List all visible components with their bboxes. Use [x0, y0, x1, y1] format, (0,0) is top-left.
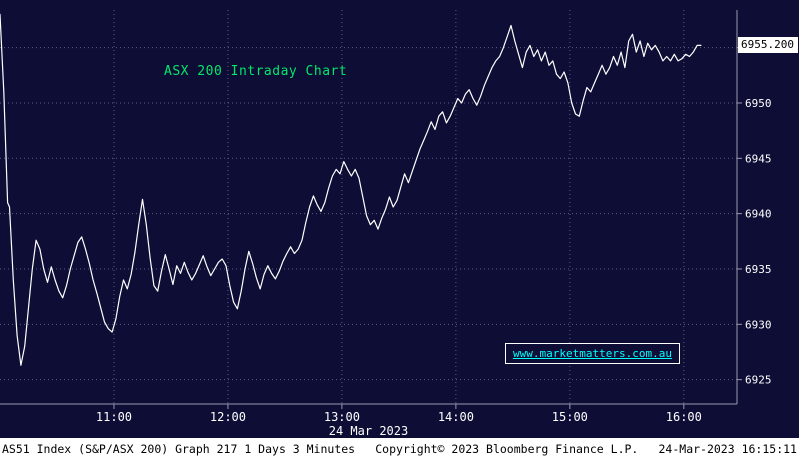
- watermark-link[interactable]: www.marketmatters.com.au: [505, 343, 680, 364]
- status-bar: AS51 Index (S&P/ASX 200) Graph 217 1 Day…: [0, 438, 799, 460]
- date-label: 24 Mar 2023: [329, 424, 408, 438]
- x-axis-label: 12:00: [210, 410, 246, 424]
- intraday-price-plot: 6925 6930 6935 6940 6945 6950 11:00 12:00 13:00 1…: [0, 10, 772, 438]
- x-axis-label: 15:00: [552, 410, 588, 424]
- timestamp: 24-Mar-2023 16:15:11: [658, 442, 797, 456]
- last-price-box: 6955.200: [738, 37, 798, 53]
- security-description: AS51 Index (S&P/ASX 200) Graph 217 1 Day…: [2, 442, 356, 456]
- price-line: [0, 13, 702, 366]
- copyright-text: Copyright© 2023 Bloomberg Finance L.P.: [375, 442, 639, 456]
- x-axis-label: 11:00: [96, 410, 132, 424]
- y-axis-label: 6925: [745, 374, 772, 387]
- chart-title: ASX 200 Intraday Chart: [164, 64, 348, 79]
- y-axis-label: 6930: [745, 318, 772, 331]
- x-axis-label: 13:00: [324, 410, 360, 424]
- x-axis-label: 14:00: [438, 410, 474, 424]
- y-axis-label: 6950: [745, 97, 772, 110]
- y-axis-label: 6940: [745, 208, 772, 221]
- y-axis-label: 6935: [745, 263, 772, 276]
- x-axis-label: 16:00: [666, 410, 702, 424]
- y-axis-label: 6945: [745, 152, 772, 165]
